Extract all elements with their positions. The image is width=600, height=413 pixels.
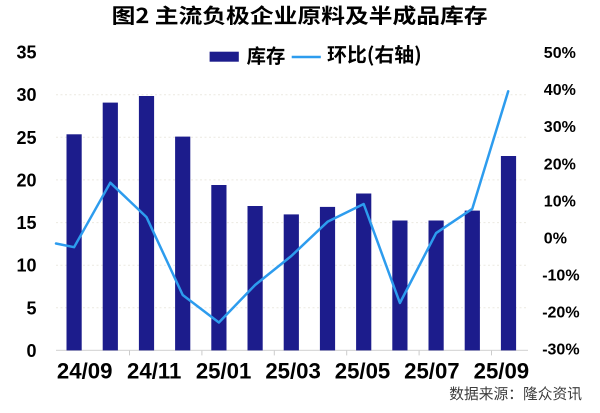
svg-text:24/11: 24/11: [127, 359, 181, 384]
svg-text:5: 5: [26, 298, 36, 318]
svg-text:35: 35: [16, 43, 36, 63]
svg-text:-30%: -30%: [542, 342, 579, 359]
svg-text:15: 15: [16, 213, 36, 233]
svg-text:25/09: 25/09: [474, 359, 530, 384]
svg-text:-10%: -10%: [542, 268, 579, 285]
svg-text:0: 0: [26, 341, 36, 361]
svg-text:20%: 20%: [544, 156, 576, 173]
svg-text:25/07: 25/07: [404, 359, 460, 384]
svg-text:25/03: 25/03: [265, 359, 321, 384]
svg-text:24/09: 24/09: [57, 359, 113, 384]
svg-text:-20%: -20%: [542, 305, 579, 322]
svg-text:40%: 40%: [544, 82, 576, 99]
svg-text:10: 10: [16, 256, 36, 276]
svg-text:25/01: 25/01: [196, 359, 252, 384]
svg-text:0%: 0%: [544, 230, 567, 247]
svg-text:20: 20: [16, 170, 36, 190]
svg-text:30%: 30%: [544, 119, 576, 136]
svg-text:25/05: 25/05: [335, 359, 391, 384]
svg-text:30: 30: [16, 85, 36, 105]
svg-text:10%: 10%: [544, 193, 576, 210]
svg-text:50%: 50%: [544, 45, 576, 62]
svg-text:25: 25: [16, 128, 36, 148]
